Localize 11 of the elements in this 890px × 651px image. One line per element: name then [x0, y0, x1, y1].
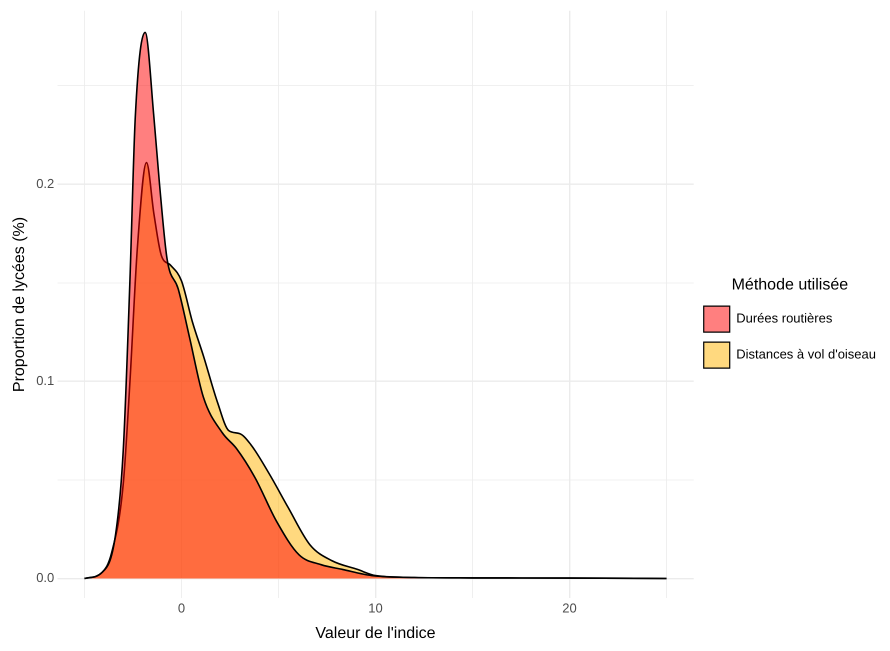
x-tick-label: 10 [368, 600, 383, 616]
x-axis-title: Valeur de l'indice [315, 624, 436, 642]
y-tick-label: 0.1 [36, 372, 54, 388]
y-tick-label: 0.0 [36, 570, 54, 586]
y-tick-label: 0.2 [36, 176, 54, 191]
y-axis-title: Proportion de lycées (%) [11, 216, 28, 392]
legend-label: Distances à vol d'oiseau [736, 346, 876, 362]
legend-title: Méthode utilisée [732, 276, 848, 294]
x-tick-label: 0 [178, 600, 186, 616]
legend-label: Durées routières [736, 310, 833, 326]
x-tick-label: 20 [562, 600, 577, 616]
